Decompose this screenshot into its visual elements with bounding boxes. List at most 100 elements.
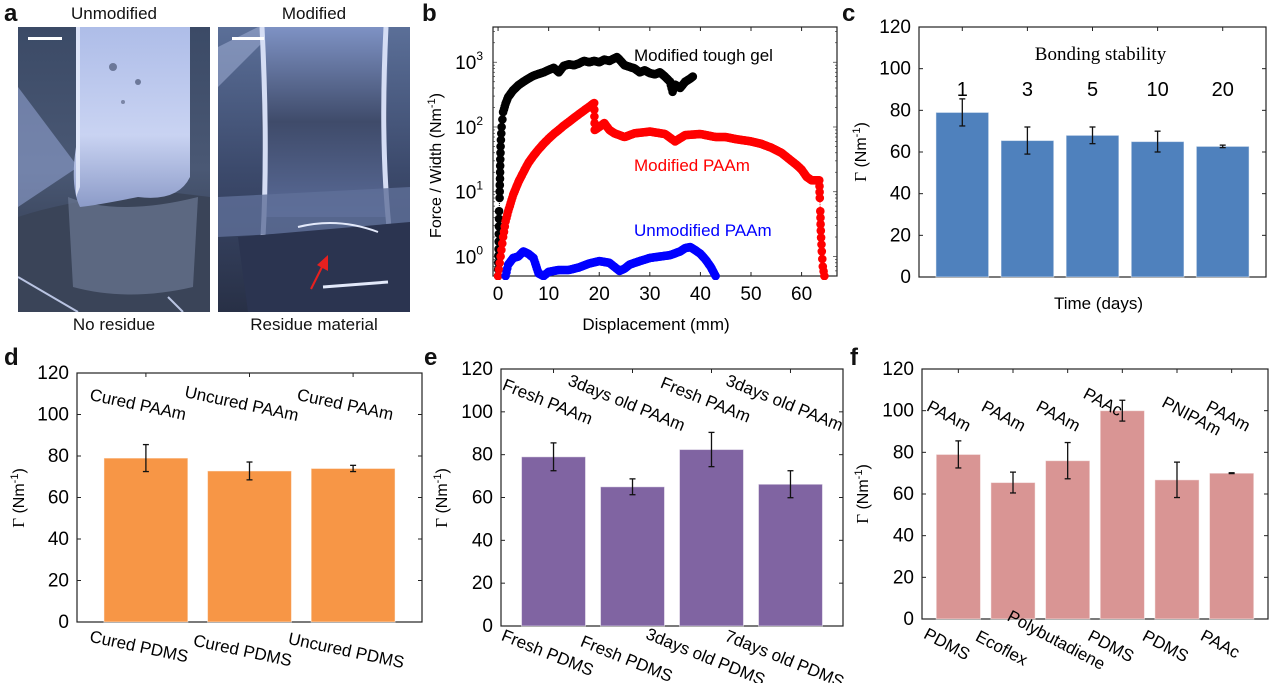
y-tick-exp: 3: [476, 49, 483, 63]
y-axis-label-text: Γ (Nm-1): [853, 464, 872, 524]
data-point: [497, 245, 506, 255]
x-tick-label: 10: [538, 284, 559, 305]
y-tick-label: 60: [893, 484, 914, 505]
y-tick-label: 120: [37, 363, 69, 384]
gamma-symbol: Γ: [9, 518, 28, 528]
category-label: 3: [1022, 79, 1033, 101]
data-point: [494, 265, 504, 274]
category-label: Uncured PDMS: [287, 629, 406, 672]
annotation-modified-tough-gel: Modified tough gel: [634, 46, 773, 65]
bar: [679, 449, 744, 627]
x-tick-label: 20: [589, 284, 610, 305]
data-point: [498, 115, 507, 124]
gamma-symbol: Γ: [851, 172, 870, 182]
series-modified-tough-gel: [493, 52, 698, 280]
top-label: PAAm: [978, 397, 1028, 436]
chart-f: 020406080100120PDMSPAAmEcoflexPAAmPolybu…: [882, 359, 1269, 674]
unit-exp: -1: [851, 128, 863, 138]
data-point: [496, 155, 505, 164]
y-tick-base: 10: [455, 53, 476, 74]
y-tick-label: 100: [879, 59, 911, 80]
y-tick-label: 100: [461, 402, 493, 423]
y-axis-label-text: Γ (Nm-1): [851, 122, 870, 182]
category-label: 1: [957, 79, 968, 101]
data-point: [495, 180, 505, 190]
unit-open: (Nm: [853, 137, 870, 172]
y-axis-label-text: Γ (Nm-1): [9, 468, 28, 528]
bar: [600, 486, 665, 627]
data-point: [496, 135, 506, 145]
data-point: [820, 271, 829, 280]
bar: [757, 483, 823, 627]
category-label: 20: [1212, 79, 1234, 101]
data-point: [496, 142, 505, 151]
bar: [1045, 460, 1091, 620]
y-tick-label: 80: [893, 442, 914, 463]
y-tick-label: 20: [472, 573, 493, 594]
bar: [1154, 479, 1200, 620]
unit-close: ): [11, 468, 28, 473]
series-modified-paam: [493, 98, 829, 280]
series-line: [497, 102, 825, 277]
x-tick-label: 0: [493, 284, 504, 305]
data-point: [495, 168, 505, 177]
data-point: [817, 247, 827, 256]
y-tick-label: 0: [482, 616, 493, 637]
y-tick-label: 40: [893, 526, 914, 547]
bar: [935, 453, 981, 620]
y-tick-exp: 0: [476, 244, 483, 258]
data-point: [496, 252, 505, 261]
data-point: [495, 187, 505, 196]
y-tick-label: 60: [472, 488, 493, 509]
data-point: [815, 193, 825, 203]
bar: [1000, 140, 1055, 278]
top-label: PAAm: [924, 397, 974, 436]
photo-modified: [218, 27, 410, 312]
panel-letter-b: b: [422, 0, 437, 27]
gamma-symbol: Γ: [432, 518, 451, 528]
y-tick-label: 0: [58, 612, 69, 633]
data-point: [818, 254, 827, 264]
y-tick-label: 120: [879, 17, 911, 38]
data-point: [493, 271, 503, 280]
chart-d: 0 20 40 60 80 100 120 Cured PDMS Cured PAAm Cured…: [37, 363, 423, 672]
y-tick-label: 0: [903, 609, 914, 630]
y-axis-label-text: Γ (Nm-1): [432, 468, 451, 528]
y-tick-label: 80: [48, 446, 69, 467]
bar: [103, 457, 189, 623]
x-axis-label: Displacement (mm): [582, 315, 729, 334]
y-tick-label: 20: [893, 567, 914, 588]
series-unmodified-paam: [501, 242, 720, 280]
category-label: Cured PDMS: [88, 627, 190, 666]
residue-arrow-head: [317, 255, 328, 271]
data-point: [817, 240, 826, 249]
data-point: [495, 174, 505, 183]
data-point: [496, 148, 505, 158]
annotation-unmodified-paam: Unmodified PAAm: [634, 221, 772, 240]
data-point: [816, 219, 825, 229]
y-axis-label-text: Force / Width (Nm-1): [426, 93, 445, 238]
data-point: [494, 206, 504, 216]
unit-exp: -1: [853, 470, 865, 480]
y-tick-label: 100: [37, 405, 69, 426]
category-label: PDMS: [921, 624, 973, 664]
y-axis-label: Γ (Nm-1): [851, 122, 870, 182]
y-axis-label: Γ (Nm-1): [9, 468, 28, 528]
unit-exp: -1: [432, 474, 444, 484]
data-point: [589, 98, 599, 108]
bar: [935, 111, 990, 278]
y-tick-label: 100: [882, 401, 914, 422]
unit-open: (Nm: [855, 479, 872, 514]
data-point: [711, 271, 720, 280]
top-label: 3days old PAAm: [723, 371, 845, 435]
y-label-close: ): [428, 93, 445, 98]
data-point: [590, 105, 599, 114]
y-tick-base: 10: [455, 183, 476, 204]
data-point: [688, 72, 698, 81]
chart-c: 0 20 40 60 80 100 120 1 3 5 10 20 Bonding stability T…: [879, 17, 1267, 313]
bar: [310, 467, 396, 623]
bar: [1195, 145, 1250, 278]
bar: [1130, 141, 1185, 278]
